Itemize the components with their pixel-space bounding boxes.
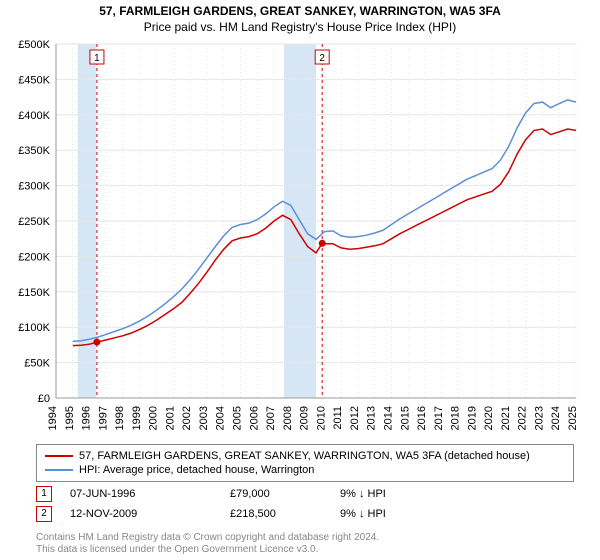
svg-text:£350K: £350K (18, 145, 50, 157)
svg-text:2003: 2003 (198, 406, 210, 430)
svg-text:2014: 2014 (382, 406, 394, 430)
svg-text:£0: £0 (38, 393, 50, 405)
svg-text:1997: 1997 (97, 406, 109, 430)
footer-line-2: This data is licensed under the Open Gov… (36, 544, 574, 556)
marker-row-1: 1 07-JUN-1996 £79,000 9% ↓ HPI (36, 486, 574, 502)
title-line-2: Price paid vs. HM Land Registry's House … (0, 20, 600, 34)
svg-text:2021: 2021 (500, 406, 512, 430)
svg-text:2000: 2000 (148, 406, 160, 430)
svg-text:2005: 2005 (232, 406, 244, 430)
svg-text:2020: 2020 (483, 406, 495, 430)
svg-text:2008: 2008 (282, 406, 294, 430)
svg-text:2002: 2002 (181, 406, 193, 430)
footer-attribution: Contains HM Land Registry data © Crown c… (36, 532, 574, 556)
svg-text:£200K: £200K (18, 251, 50, 263)
svg-text:2012: 2012 (349, 406, 361, 430)
svg-text:£150K: £150K (18, 287, 50, 299)
svg-text:1999: 1999 (131, 406, 143, 430)
svg-text:2001: 2001 (164, 406, 176, 430)
legend-swatch-hpi (45, 469, 73, 471)
svg-text:1: 1 (94, 53, 100, 64)
svg-text:£300K: £300K (18, 181, 50, 193)
svg-text:1995: 1995 (64, 406, 76, 430)
svg-text:2024: 2024 (550, 406, 562, 430)
svg-text:2025: 2025 (567, 406, 579, 430)
svg-text:2006: 2006 (248, 406, 260, 430)
svg-text:£100K: £100K (18, 322, 50, 334)
svg-text:£450K: £450K (18, 74, 50, 86)
svg-text:2018: 2018 (450, 406, 462, 430)
svg-text:2017: 2017 (433, 406, 445, 430)
marker-date-2: 12-NOV-2009 (70, 508, 230, 520)
svg-text:2023: 2023 (533, 406, 545, 430)
legend-swatch-property (45, 455, 73, 457)
svg-text:£50K: £50K (24, 358, 50, 370)
marker-date-1: 07-JUN-1996 (70, 488, 230, 500)
footer-line-1: Contains HM Land Registry data © Crown c… (36, 532, 574, 544)
svg-text:2013: 2013 (366, 406, 378, 430)
legend-label-property: 57, FARMLEIGH GARDENS, GREAT SANKEY, WAR… (79, 449, 530, 463)
marker-badge-1: 1 (36, 486, 52, 502)
marker-price-2: £218,500 (230, 508, 340, 520)
svg-text:£250K: £250K (18, 216, 50, 228)
svg-text:2015: 2015 (399, 406, 411, 430)
price-chart: £0 £50K £100K £150K £200K £250K £300K £350K £400… (0, 40, 600, 442)
svg-text:£500K: £500K (18, 40, 50, 51)
svg-text:2: 2 (319, 53, 325, 64)
svg-text:2009: 2009 (299, 406, 311, 430)
svg-text:1998: 1998 (114, 406, 126, 430)
legend-label-hpi: HPI: Average price, detached house, Warr… (79, 463, 314, 477)
marker-row-2: 2 12-NOV-2009 £218,500 9% ↓ HPI (36, 506, 574, 522)
marker-badge-2: 2 (36, 506, 52, 522)
marker-delta-1: 9% ↓ HPI (340, 488, 430, 500)
svg-text:£400K: £400K (18, 110, 50, 122)
marker-price-1: £79,000 (230, 488, 340, 500)
title-line-1: 57, FARMLEIGH GARDENS, GREAT SANKEY, WAR… (0, 4, 600, 18)
svg-text:1994: 1994 (47, 406, 59, 430)
svg-text:2010: 2010 (315, 406, 327, 430)
legend: 57, FARMLEIGH GARDENS, GREAT SANKEY, WAR… (36, 444, 574, 482)
marker-delta-2: 9% ↓ HPI (340, 508, 430, 520)
svg-text:2022: 2022 (517, 406, 529, 430)
svg-text:2004: 2004 (215, 406, 227, 430)
svg-text:2007: 2007 (265, 406, 277, 430)
svg-text:2019: 2019 (466, 406, 478, 430)
svg-text:2011: 2011 (332, 406, 344, 430)
svg-text:2016: 2016 (416, 406, 428, 430)
svg-text:1996: 1996 (81, 406, 93, 430)
